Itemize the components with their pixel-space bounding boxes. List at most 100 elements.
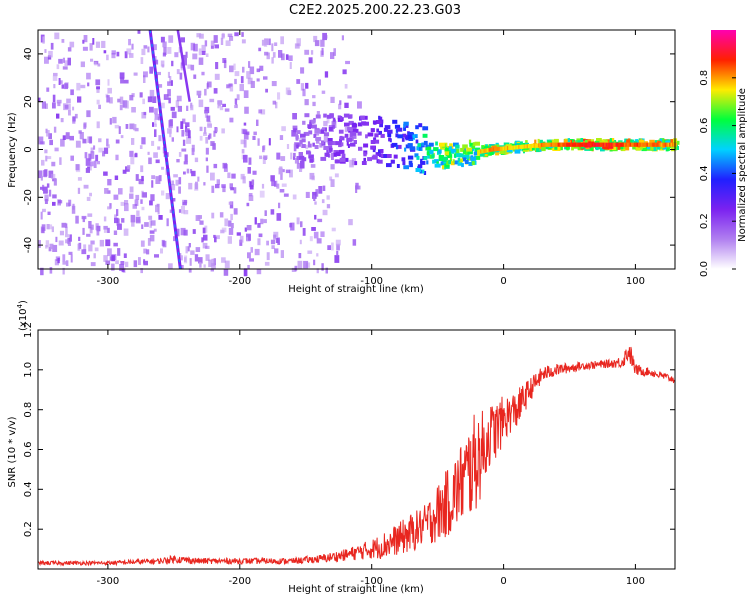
- heatmap-cell: [403, 165, 409, 170]
- heatmap-cell: [38, 170, 43, 179]
- heatmap-cell: [374, 133, 379, 138]
- heatmap-cell: [251, 179, 255, 185]
- heatmap-cell: [372, 148, 376, 153]
- heatmap-cell: [285, 54, 289, 60]
- heatmap-cell: [307, 250, 313, 254]
- heatmap-cell: [605, 139, 611, 144]
- heatmap-cell: [169, 119, 173, 127]
- heatmap-cell: [87, 213, 93, 217]
- heatmap-cell: [321, 90, 326, 94]
- heatmap-cell: [352, 128, 359, 133]
- heatmap-cell: [416, 155, 420, 160]
- heatmap-cell: [459, 153, 464, 158]
- heatmap-cell: [144, 222, 149, 227]
- heatmap-cell: [259, 190, 265, 198]
- heatmap-cell: [260, 109, 266, 115]
- heatmap-cell: [298, 253, 302, 259]
- heatmap-cell: [268, 138, 271, 146]
- heatmap-cell: [274, 42, 278, 46]
- heatmap-cell: [473, 151, 478, 156]
- heatmap-cell: [380, 133, 385, 138]
- heatmap-cell: [141, 224, 144, 229]
- heatmap-cell: [106, 95, 110, 103]
- heatmap-cell: [44, 194, 49, 202]
- heatmap-cell: [296, 156, 301, 160]
- heatmap-cell: [481, 145, 486, 150]
- heatmap-cell: [291, 130, 296, 137]
- heatmap-cell: [193, 74, 197, 79]
- heatmap-cell: [146, 249, 150, 255]
- heatmap-cell: [201, 50, 206, 55]
- y-tick-label: 0.2: [23, 521, 34, 537]
- heatmap-cell: [82, 46, 88, 51]
- heatmap-cell: [90, 151, 95, 159]
- heatmap-cell: [296, 217, 300, 225]
- heatmap-cell: [277, 92, 281, 100]
- heatmap-cell: [46, 130, 50, 137]
- heatmap-cell: [170, 184, 176, 191]
- heatmap-cell: [320, 156, 327, 161]
- heatmap-cell: [318, 79, 321, 86]
- heatmap-cell: [455, 148, 460, 153]
- heatmap-cell: [204, 225, 208, 233]
- heatmap-cell: [402, 161, 406, 166]
- heatmap-cell: [194, 157, 199, 163]
- heatmap-cell: [276, 183, 280, 189]
- heatmap-cell: [187, 130, 191, 139]
- heatmap-cell: [80, 61, 85, 68]
- heatmap-cell: [131, 107, 136, 113]
- heatmap-cell: [171, 198, 176, 202]
- heatmap-cell: [192, 229, 196, 234]
- heatmap-cell: [397, 134, 403, 139]
- heatmap-cell: [404, 147, 407, 152]
- snr-multiplier-exponent: 4: [16, 303, 24, 308]
- heatmap-cell: [140, 199, 143, 204]
- heatmap-cell: [262, 146, 265, 153]
- heatmap-cell: [58, 78, 61, 85]
- heatmap-cell: [149, 200, 153, 206]
- heatmap-cell: [297, 260, 303, 269]
- heatmap-cell: [361, 161, 367, 165]
- heatmap-cell: [316, 111, 320, 117]
- heatmap-cell: [305, 144, 309, 150]
- heatmap-cell: [339, 100, 342, 105]
- heatmap-cell: [107, 248, 112, 257]
- heatmap-cell: [311, 227, 316, 231]
- heatmap-cell: [75, 215, 79, 224]
- heatmap-cell: [252, 135, 256, 140]
- heatmap-cell: [257, 238, 261, 246]
- heatmap-cell: [263, 76, 268, 80]
- heatmap-cell: [303, 260, 309, 269]
- heatmap-cell: [222, 58, 227, 63]
- heatmap-cell: [386, 163, 392, 168]
- heatmap-cell: [60, 138, 65, 147]
- heatmap-cell: [346, 141, 349, 146]
- heatmap-cell: [234, 78, 237, 85]
- heatmap-cell: [310, 164, 316, 168]
- heatmap-cell: [49, 139, 53, 146]
- heatmap-cell: [274, 248, 279, 254]
- heatmap-cell: [162, 41, 167, 48]
- heatmap-cell: [312, 142, 315, 147]
- heatmap-cell: [541, 145, 546, 150]
- heatmap-cell: [401, 137, 405, 142]
- heatmap-cell: [293, 152, 296, 157]
- heatmap-cell: [239, 84, 244, 92]
- heatmap-cell: [558, 146, 563, 151]
- colorbar-tick-label: 0.6: [699, 118, 710, 134]
- spectrogram-cells: [38, 29, 680, 277]
- heatmap-cell: [118, 126, 121, 134]
- heatmap-cell: [190, 64, 195, 71]
- heatmap-cell: [428, 142, 434, 147]
- heatmap-cell: [81, 249, 87, 255]
- heatmap-cell: [185, 129, 190, 137]
- heatmap-cell: [119, 264, 124, 271]
- heatmap-cell: [208, 133, 212, 139]
- heatmap-cell: [215, 235, 220, 240]
- heatmap-cell: [415, 139, 419, 144]
- heatmap-cell: [308, 143, 312, 148]
- heatmap-cell: [260, 218, 264, 225]
- heatmap-cell: [107, 179, 112, 186]
- heatmap-cell: [115, 154, 119, 161]
- heatmap-cell: [223, 268, 229, 276]
